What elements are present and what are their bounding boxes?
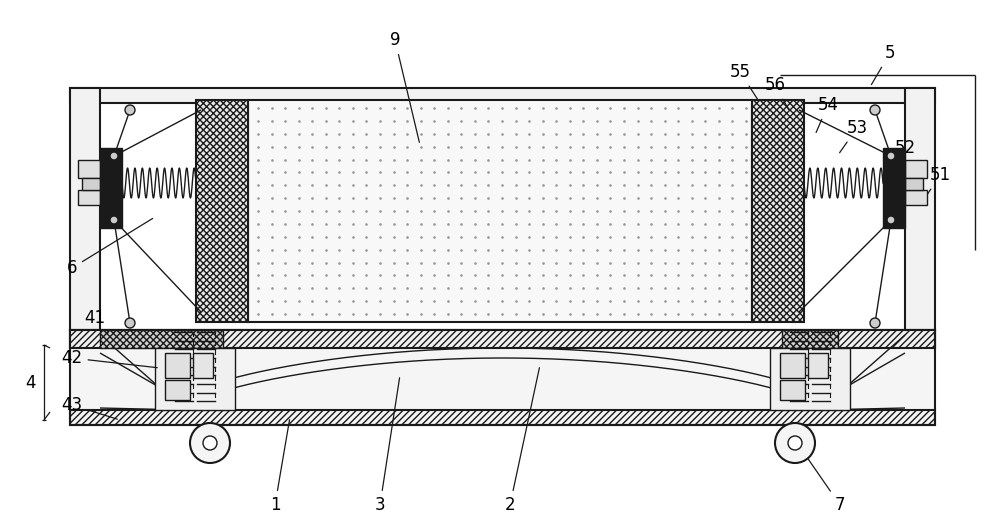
Circle shape (887, 216, 895, 224)
Bar (905, 178, 923, 190)
Bar (248, 100, 752, 322)
Text: 7: 7 (797, 442, 845, 514)
Circle shape (870, 105, 880, 115)
Text: 1: 1 (270, 420, 290, 514)
Circle shape (788, 436, 802, 450)
Bar (100, 330, 223, 348)
Circle shape (870, 318, 880, 328)
Circle shape (110, 216, 118, 224)
Circle shape (110, 152, 118, 160)
Bar (70, 330, 935, 348)
Bar (193, 353, 213, 378)
Bar (70, 88, 935, 103)
Bar (78, 190, 100, 205)
Circle shape (125, 105, 135, 115)
Bar (905, 160, 927, 178)
Bar (770, 348, 850, 410)
Text: 54: 54 (816, 96, 838, 133)
Text: 5: 5 (871, 44, 895, 85)
Text: 6: 6 (67, 218, 153, 277)
Bar (78, 160, 100, 178)
Circle shape (887, 152, 895, 160)
Bar (155, 348, 235, 410)
Bar (70, 330, 935, 348)
Text: 3: 3 (375, 378, 400, 514)
Bar (196, 100, 248, 322)
Text: 52: 52 (890, 139, 916, 170)
Text: 2: 2 (505, 368, 539, 514)
Bar (752, 100, 804, 322)
Bar (780, 353, 805, 378)
Circle shape (125, 318, 135, 328)
Bar (782, 330, 838, 348)
Bar (100, 148, 122, 228)
Text: 55: 55 (730, 63, 758, 100)
Bar (70, 410, 935, 425)
Text: 56: 56 (765, 76, 789, 109)
Text: 9: 9 (390, 31, 419, 143)
Text: 51: 51 (927, 166, 951, 196)
Bar (165, 380, 190, 400)
Bar (905, 88, 935, 330)
Text: 42: 42 (61, 349, 157, 368)
Bar (780, 380, 805, 400)
Text: 41: 41 (84, 309, 108, 333)
Bar (70, 330, 935, 425)
Bar (883, 148, 905, 228)
Text: 53: 53 (840, 119, 868, 153)
Bar (808, 353, 828, 378)
Bar (165, 353, 190, 378)
Bar (82, 178, 100, 190)
Circle shape (190, 423, 230, 463)
Bar (70, 88, 100, 330)
Text: 43: 43 (61, 396, 117, 419)
Text: 4: 4 (25, 374, 35, 392)
Circle shape (775, 423, 815, 463)
Circle shape (203, 436, 217, 450)
Bar (905, 190, 927, 205)
